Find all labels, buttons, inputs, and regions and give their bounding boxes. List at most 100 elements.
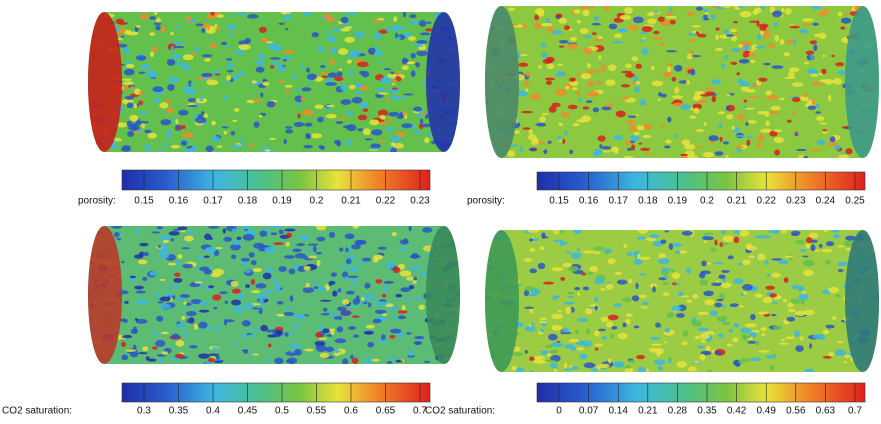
- texture-blob: [389, 328, 402, 334]
- texture-blob: [684, 66, 693, 71]
- texture-blob: [798, 293, 809, 301]
- colorbar-label: porosity:: [467, 196, 505, 207]
- texture-blob: [373, 32, 383, 40]
- texture-blob: [769, 293, 778, 298]
- texture-blob: [144, 144, 152, 151]
- texture-blob: [251, 307, 260, 310]
- texture-blob: [525, 88, 529, 93]
- texture-blob: [142, 251, 149, 257]
- panel: porosity: 0.15 0.16 0.17 0.18 0.19 0.2 0.21 0.22…: [78, 12, 460, 207]
- texture-blob: [330, 272, 338, 277]
- texture-blob: [300, 96, 305, 102]
- texture-blob: [206, 79, 219, 86]
- texture-blob: [342, 299, 350, 305]
- texture-blob: [175, 339, 185, 347]
- texture-blob: [674, 64, 683, 72]
- texture-blob: [763, 62, 771, 66]
- texture-blob: [325, 17, 336, 22]
- texture-blob: [316, 259, 321, 267]
- texture-blob: [223, 131, 228, 135]
- texture-blob: [326, 36, 336, 43]
- texture-blob: [739, 81, 751, 87]
- texture-blob: [576, 19, 582, 24]
- texture-blob: [401, 304, 406, 312]
- texture-blob: [784, 255, 794, 258]
- texture-blob: [802, 259, 815, 267]
- colorbar-tick-label: 0.17: [608, 196, 628, 207]
- texture-blob: [301, 87, 312, 92]
- texture-blob: [749, 357, 762, 362]
- texture-blob: [267, 343, 272, 348]
- texture-blob: [648, 347, 661, 353]
- texture-blob: [345, 258, 352, 265]
- texture-blob: [746, 139, 751, 146]
- texture-blob: [741, 333, 748, 340]
- texture-blob: [649, 336, 661, 340]
- texture-blob: [584, 35, 592, 39]
- texture-blob: [719, 136, 723, 142]
- texture-blob: [372, 296, 377, 301]
- texture-blob: [695, 128, 704, 133]
- texture-blob: [266, 41, 274, 44]
- texture-blob: [377, 246, 387, 250]
- texture-blob: [733, 230, 742, 235]
- texture-blob: [266, 329, 272, 333]
- texture-blob: [302, 287, 315, 294]
- texture-blob: [244, 302, 254, 309]
- texture-blob: [208, 285, 214, 289]
- texture-blob: [284, 228, 296, 232]
- texture-blob: [266, 100, 276, 108]
- texture-blob: [564, 130, 568, 136]
- texture-blob: [672, 242, 683, 247]
- texture-blob: [284, 126, 293, 129]
- texture-blob: [378, 139, 385, 143]
- texture-blob: [661, 267, 671, 272]
- texture-blob: [593, 149, 602, 152]
- texture-blob: [167, 262, 177, 266]
- texture-blob: [799, 248, 808, 252]
- texture-blob: [199, 96, 204, 102]
- texture-blob: [362, 257, 372, 262]
- texture-blob: [419, 118, 424, 125]
- texture-blob: [733, 278, 744, 285]
- texture-blob: [688, 39, 696, 43]
- texture-blob: [225, 58, 233, 61]
- texture-blob: [364, 138, 373, 141]
- texture-blob: [226, 62, 235, 68]
- texture-blob: [615, 110, 626, 118]
- texture-blob: [345, 139, 351, 147]
- texture-blob: [391, 82, 396, 86]
- texture-blob: [565, 306, 572, 314]
- texture-blob: [507, 150, 515, 158]
- texture-blob: [116, 122, 127, 128]
- texture-blob: [159, 252, 170, 259]
- texture-blob: [637, 294, 648, 298]
- texture-blob: [549, 349, 559, 354]
- texture-blob: [162, 239, 170, 244]
- texture-blob: [627, 147, 632, 151]
- texture-blob: [711, 282, 724, 287]
- texture-blob: [658, 257, 670, 265]
- texture-blob: [773, 129, 783, 133]
- texture-blob: [236, 236, 242, 240]
- texture-blob: [760, 327, 767, 332]
- texture-blob: [513, 25, 524, 28]
- texture-blob: [660, 93, 667, 98]
- texture-blob: [788, 71, 795, 79]
- texture-blob: [354, 91, 365, 95]
- texture-blob: [574, 287, 581, 291]
- texture-blob: [243, 349, 249, 354]
- texture-blob: [212, 294, 222, 301]
- texture-blob: [722, 321, 731, 326]
- texture-blob: [139, 110, 149, 115]
- texture-blob: [530, 93, 541, 100]
- texture-blob: [375, 301, 388, 307]
- texture-blob: [582, 250, 595, 254]
- colorbar-tick-label: 0.45: [238, 406, 258, 417]
- texture-blob: [702, 151, 715, 158]
- colorbar-tick-label: 0.21: [341, 196, 361, 207]
- texture-blob: [710, 247, 717, 253]
- texture-blob: [523, 257, 533, 262]
- texture-blob: [137, 259, 148, 265]
- texture-blob: [545, 56, 555, 63]
